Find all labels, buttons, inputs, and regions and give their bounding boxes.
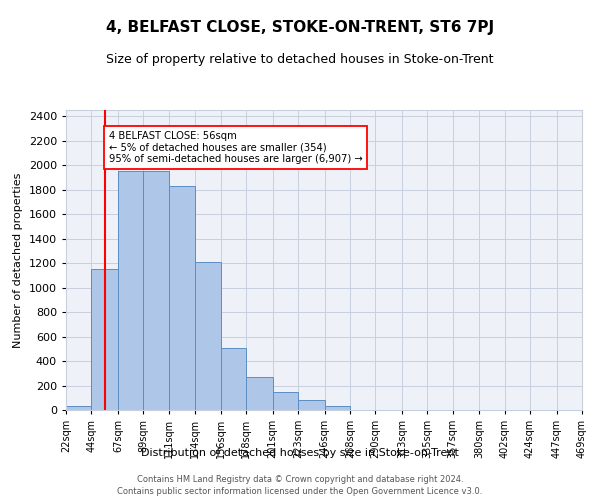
Text: Contains public sector information licensed under the Open Government Licence v3: Contains public sector information licen… [118,486,482,496]
Text: 4 BELFAST CLOSE: 56sqm
← 5% of detached houses are smaller (354)
95% of semi-det: 4 BELFAST CLOSE: 56sqm ← 5% of detached … [109,131,362,164]
Bar [91,269,118,410]
Y-axis label: Number of detached properties: Number of detached properties [13,172,23,348]
Bar [221,348,246,410]
Text: Contains HM Land Registry data © Crown copyright and database right 2024.: Contains HM Land Registry data © Crown c… [137,474,463,484]
Bar [143,171,169,410]
Bar [272,392,298,410]
Bar [325,406,350,410]
Bar [246,377,272,410]
Text: 4, BELFAST CLOSE, STOKE-ON-TRENT, ST6 7PJ: 4, BELFAST CLOSE, STOKE-ON-TRENT, ST6 7P… [106,20,494,35]
Bar [169,186,195,410]
Bar [298,400,325,410]
Text: Size of property relative to detached houses in Stoke-on-Trent: Size of property relative to detached ho… [106,52,494,66]
Bar [195,262,221,410]
Text: Distribution of detached houses by size in Stoke-on-Trent: Distribution of detached houses by size … [141,448,459,458]
Bar [118,171,143,410]
Bar [66,406,91,410]
